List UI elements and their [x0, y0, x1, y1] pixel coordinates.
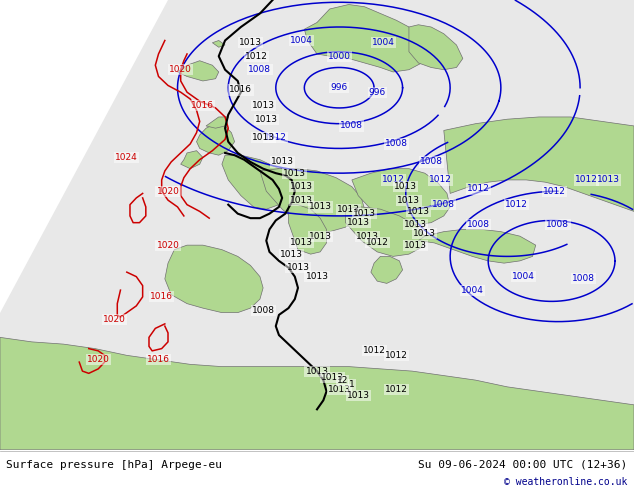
Text: 1016: 1016 — [230, 85, 252, 95]
Text: 1012: 1012 — [366, 239, 389, 247]
Text: 1013: 1013 — [306, 272, 328, 281]
Polygon shape — [304, 4, 425, 72]
Polygon shape — [352, 169, 450, 225]
Text: 1020: 1020 — [157, 241, 179, 249]
Text: 1020: 1020 — [87, 355, 110, 365]
Text: 1013: 1013 — [252, 101, 275, 110]
Text: 1012: 1012 — [505, 200, 528, 209]
Text: 1013: 1013 — [353, 209, 376, 218]
Text: 1004: 1004 — [290, 36, 313, 45]
Text: 1020: 1020 — [157, 187, 179, 196]
Text: 1008: 1008 — [467, 220, 490, 229]
Text: 1013: 1013 — [347, 392, 370, 400]
Text: © weatheronline.co.uk: © weatheronline.co.uk — [504, 477, 628, 487]
Text: Su 09-06-2024 00:00 UTC (12+36): Su 09-06-2024 00:00 UTC (12+36) — [418, 460, 628, 470]
Text: 1013: 1013 — [356, 232, 379, 241]
Text: 1013: 1013 — [309, 202, 332, 211]
Polygon shape — [165, 245, 263, 313]
Text: 1008: 1008 — [252, 306, 275, 315]
Text: 1016: 1016 — [147, 355, 170, 365]
Text: 1013: 1013 — [290, 182, 313, 191]
Text: 1012: 1012 — [385, 351, 408, 360]
Text: 1012: 1012 — [245, 52, 268, 61]
Polygon shape — [178, 61, 219, 81]
Text: 1013: 1013 — [321, 373, 344, 382]
Polygon shape — [288, 205, 327, 254]
Text: 996: 996 — [368, 88, 386, 97]
Text: 1013: 1013 — [239, 38, 262, 47]
Text: 1012: 1012 — [382, 175, 404, 184]
Text: 1008: 1008 — [432, 200, 455, 209]
Text: 1013: 1013 — [280, 249, 303, 259]
Text: 1012: 1012 — [575, 175, 598, 184]
Polygon shape — [197, 123, 235, 155]
Polygon shape — [181, 151, 203, 169]
Text: 1008: 1008 — [249, 65, 271, 74]
Text: 1013: 1013 — [328, 385, 351, 393]
Text: 1013: 1013 — [407, 207, 430, 216]
Text: 1024: 1024 — [115, 153, 138, 162]
Text: 1016: 1016 — [150, 293, 173, 301]
Text: 1013: 1013 — [398, 196, 420, 205]
Text: 1013: 1013 — [394, 182, 417, 191]
Text: 1016: 1016 — [191, 101, 214, 110]
Text: 1012: 1012 — [385, 385, 408, 393]
Text: 1013: 1013 — [413, 229, 436, 239]
Text: 996: 996 — [330, 83, 348, 92]
Text: 1008: 1008 — [547, 220, 569, 229]
Polygon shape — [346, 207, 425, 256]
Text: 1013: 1013 — [290, 239, 313, 247]
Text: 1: 1 — [349, 380, 355, 389]
Text: 1008: 1008 — [340, 122, 363, 130]
Polygon shape — [260, 169, 365, 232]
Text: 1013: 1013 — [306, 367, 328, 376]
Text: 1013: 1013 — [309, 232, 332, 241]
Text: 1004: 1004 — [461, 286, 484, 294]
Polygon shape — [222, 155, 292, 209]
Text: 1008: 1008 — [420, 157, 443, 167]
Polygon shape — [444, 117, 634, 211]
Text: 1012: 1012 — [467, 184, 490, 194]
Text: 1013: 1013 — [255, 115, 278, 123]
Text: 1013: 1013 — [287, 263, 309, 272]
Text: 1013: 1013 — [404, 241, 427, 249]
Polygon shape — [409, 24, 463, 70]
Text: 1004: 1004 — [372, 38, 395, 47]
Text: 1013: 1013 — [347, 218, 370, 227]
Text: 1012: 1012 — [543, 187, 566, 196]
Text: 1020: 1020 — [169, 65, 192, 74]
Text: 1008: 1008 — [385, 140, 408, 148]
Text: 1013: 1013 — [597, 175, 620, 184]
Polygon shape — [418, 229, 536, 263]
Text: 1013: 1013 — [290, 196, 313, 205]
Text: 1000: 1000 — [328, 52, 351, 61]
Text: 1013: 1013 — [252, 133, 275, 142]
Text: 1012: 1012 — [429, 175, 452, 184]
Polygon shape — [371, 256, 403, 283]
Polygon shape — [212, 41, 225, 47]
Text: 1012: 1012 — [264, 133, 287, 142]
Text: 1013: 1013 — [404, 220, 427, 229]
Text: Surface pressure [hPa] Arpege-eu: Surface pressure [hPa] Arpege-eu — [6, 460, 223, 470]
Text: 1013: 1013 — [337, 205, 360, 214]
Text: 1020: 1020 — [103, 315, 126, 324]
Polygon shape — [0, 0, 634, 450]
Text: 1004: 1004 — [512, 272, 534, 281]
Polygon shape — [0, 338, 634, 450]
Text: 1013: 1013 — [271, 157, 294, 167]
Polygon shape — [206, 117, 228, 128]
Text: 1012: 1012 — [363, 346, 385, 355]
Text: 1008: 1008 — [572, 274, 595, 283]
Text: 1013: 1013 — [283, 169, 306, 178]
Text: 12: 12 — [337, 376, 348, 385]
